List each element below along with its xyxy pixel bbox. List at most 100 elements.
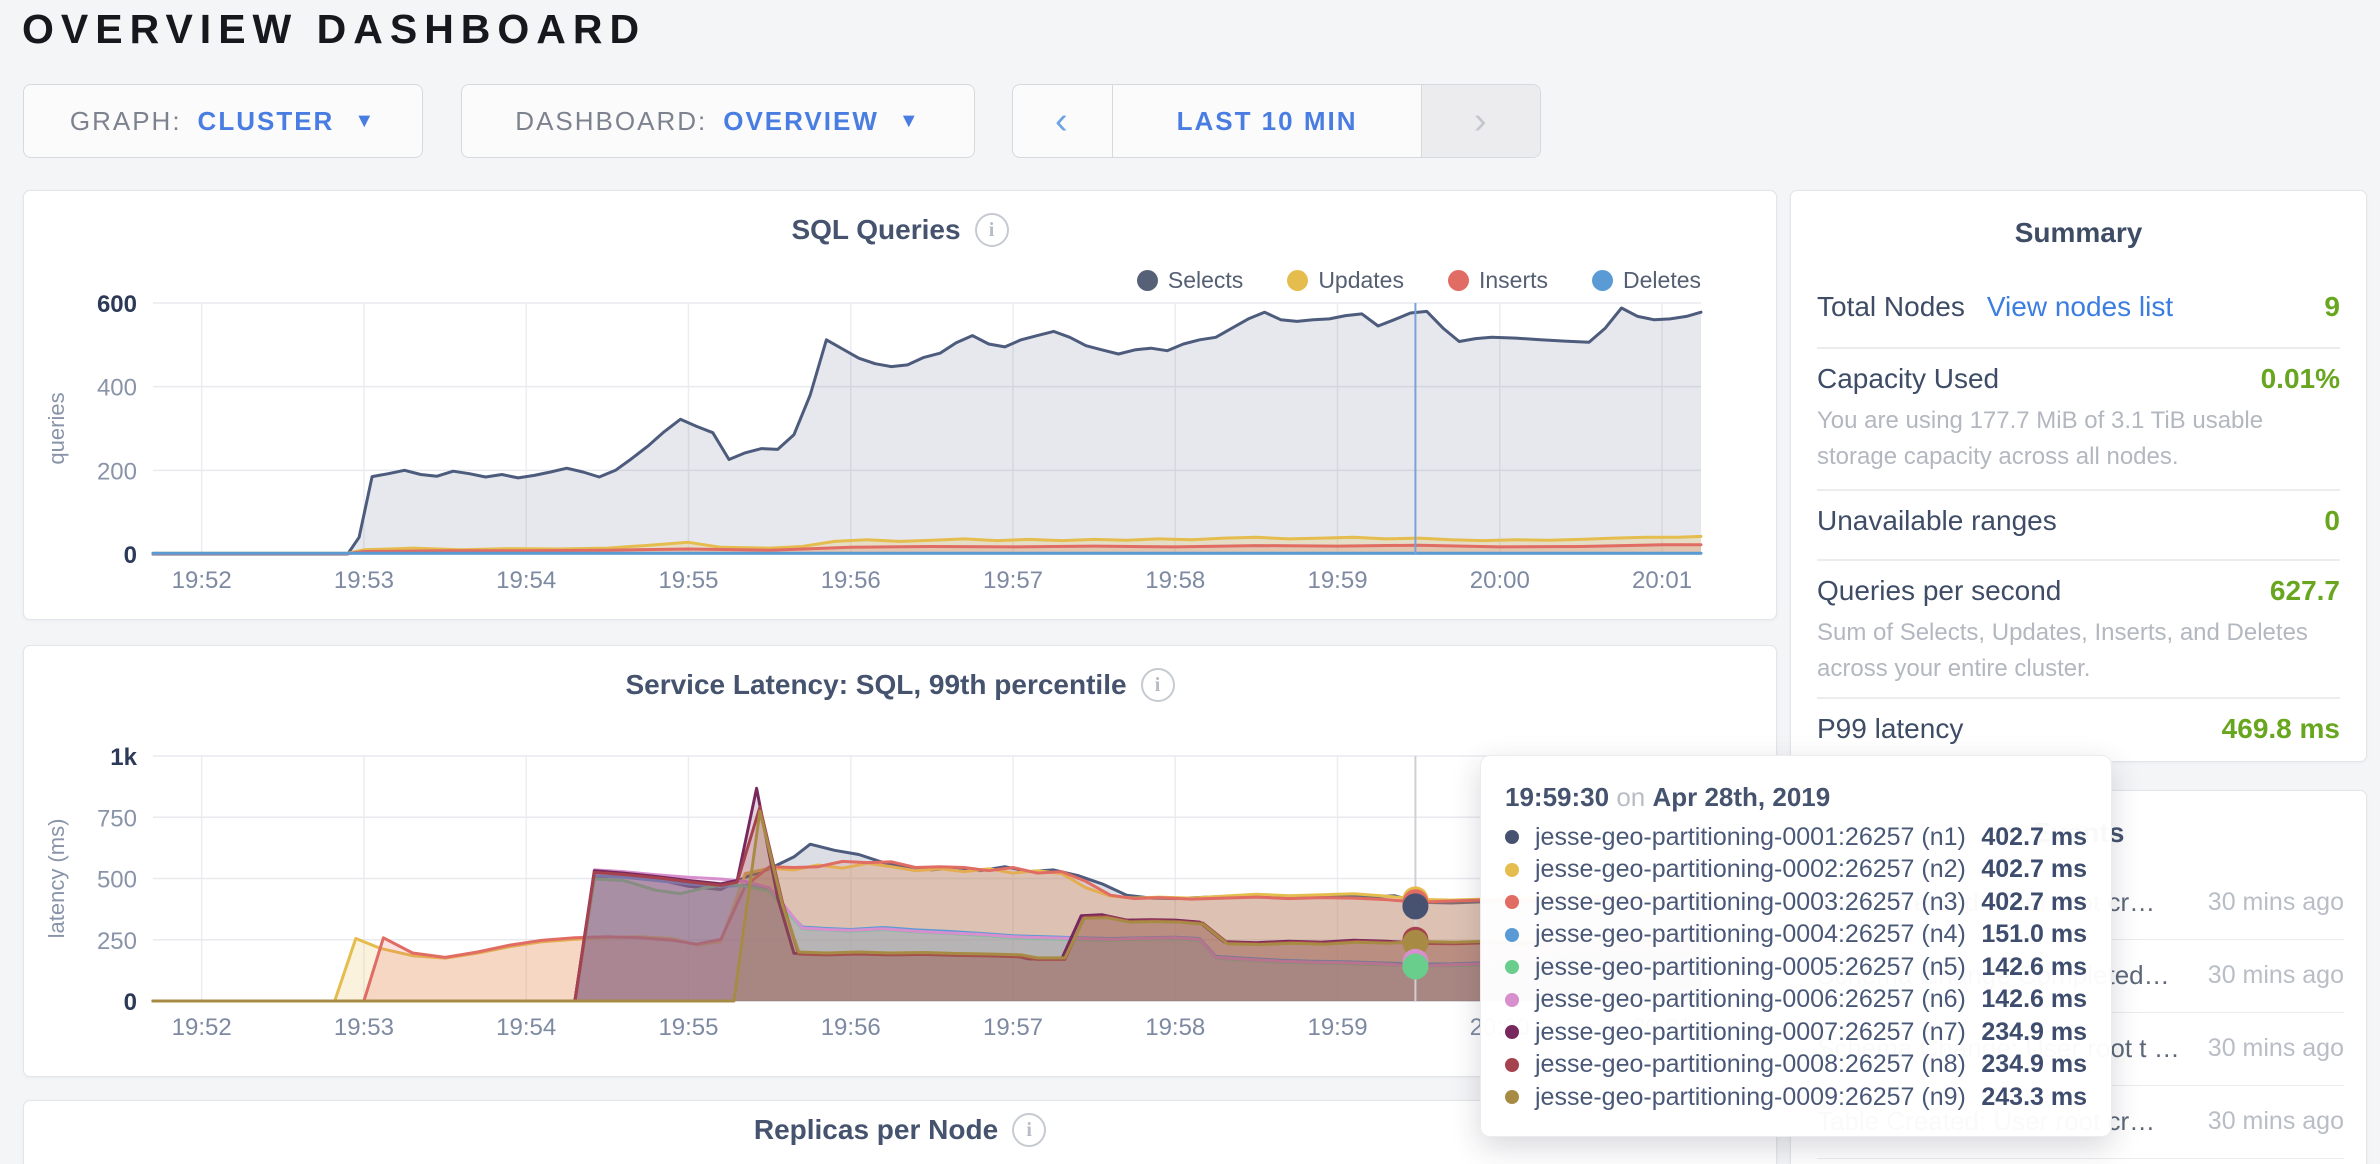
y-axis-unit-label: latency (ms)	[44, 819, 69, 939]
x-axis-tick-label: 19:56	[821, 567, 881, 594]
hover-point-dot	[1402, 929, 1429, 956]
hover-point-dot	[1402, 893, 1429, 920]
chevron-right-icon: ›	[1473, 99, 1489, 142]
y-axis-unit-label: queries	[44, 392, 69, 464]
divider	[1817, 489, 2340, 491]
x-axis-tick-label: 19:59	[1307, 1014, 1367, 1041]
graph-dropdown[interactable]: GRAPH: CLUSTER ▼	[23, 84, 423, 158]
tooltip-row: jesse-geo-partitioning-0005:26257 (n5) 1…	[1505, 951, 2087, 984]
p99-latency-label: P99 latency	[1817, 713, 1964, 744]
capacity-used-value: 0.01%	[2260, 363, 2340, 394]
page-title: OVERVIEW DASHBOARD	[22, 6, 647, 52]
y-axis-tick-label: 0	[124, 542, 137, 569]
tooltip-row: jesse-geo-partitioning-0001:26257 (n1) 4…	[1505, 821, 2087, 854]
series-area-n5	[153, 879, 1701, 1001]
sql-queries-title: SQL Queries	[791, 214, 961, 245]
x-axis-tick-label: 19:59	[1307, 567, 1367, 594]
tooltip-row: jesse-geo-partitioning-0002:26257 (n2) 4…	[1505, 854, 2087, 887]
time-range-prev-button[interactable]: ‹	[1013, 85, 1113, 157]
chevron-left-icon: ‹	[1054, 99, 1070, 142]
series-dot-icon	[1505, 927, 1519, 942]
tooltip-row: jesse-geo-partitioning-0008:26257 (n8) 2…	[1505, 1049, 2087, 1082]
service-latency-title-row: Service Latency: SQL, 99th percentile i	[24, 668, 1776, 702]
series-line-Inserts	[151, 543, 1703, 556]
series-area-n6	[153, 869, 1701, 1001]
summary-qps-row: Queries per second 627.7	[1817, 575, 2340, 607]
graph-dropdown-value: CLUSTER	[197, 105, 335, 136]
y-axis-tick-label: 400	[97, 375, 137, 402]
tooltip-row: jesse-geo-partitioning-0009:26257 (n9) 2…	[1505, 1081, 2087, 1114]
summary-capacity-row: Capacity Used 0.01%	[1817, 363, 2340, 395]
event-time: 30 mins ago	[2207, 888, 2344, 916]
total-nodes-value: 9	[2324, 291, 2340, 322]
event-time: 30 mins ago	[2207, 961, 2344, 989]
time-range-label: LAST 10 MIN	[1176, 105, 1358, 136]
tooltip-header: 19:59:30 on Apr 28th, 2019	[1505, 782, 1831, 812]
legend-item-updates[interactable]: Updates	[1287, 267, 1404, 294]
inserts-dot-icon	[1447, 270, 1469, 291]
info-icon[interactable]: i	[1140, 668, 1175, 702]
legend-item-inserts[interactable]: Inserts	[1447, 267, 1548, 294]
x-axis-tick-label: 19:52	[172, 567, 232, 594]
chevron-down-icon: ▼	[354, 109, 377, 132]
view-nodes-list-link[interactable]: View nodes list	[1986, 291, 2174, 322]
event-row: Table Created: User root cr… 30 mins ago	[1817, 1085, 2344, 1159]
event-time: 30 mins ago	[2207, 1107, 2344, 1135]
series-dot-icon	[1505, 992, 1519, 1007]
tooltip-date: Apr 28th, 2019	[1652, 782, 1831, 812]
divider	[1817, 347, 2340, 349]
legend-item-deletes[interactable]: Deletes	[1592, 267, 1701, 294]
y-axis-tick-label: 600	[97, 291, 137, 318]
x-axis-tick-label: 19:53	[334, 1014, 394, 1041]
time-range-next-button[interactable]: ›	[1421, 85, 1540, 157]
series-dot-icon	[1505, 1090, 1519, 1105]
x-axis-tick-label: 19:54	[496, 1014, 556, 1041]
divider	[1817, 697, 2340, 699]
dashboard-dropdown-value: OVERVIEW	[723, 105, 879, 136]
series-area-n9	[153, 811, 1701, 1001]
series-dot-icon	[1505, 1057, 1519, 1072]
capacity-used-desc: You are using 177.7 MiB of 3.1 TiB usabl…	[1817, 407, 2264, 470]
graph-dropdown-label: GRAPH:	[69, 105, 182, 136]
summary-panel: Summary Total Nodes View nodes list 9 Ca…	[1790, 190, 2367, 762]
x-axis-tick-label: 19:57	[983, 567, 1043, 594]
capacity-used-label: Capacity Used	[1817, 363, 2000, 394]
x-axis-tick-label: 19:53	[334, 567, 394, 594]
y-axis-tick-label: 250	[97, 928, 137, 955]
x-axis-tick-label: 19:58	[1145, 1014, 1205, 1041]
qps-label: Queries per second	[1817, 575, 2062, 606]
total-nodes-label: Total Nodes	[1817, 291, 1965, 322]
chart-hover-tooltip: 19:59:30 on Apr 28th, 2019 jesse-geo-par…	[1480, 755, 2112, 1137]
legend-item-selects[interactable]: Selects	[1136, 267, 1243, 294]
tooltip-row: jesse-geo-partitioning-0006:26257 (n6) 1…	[1505, 984, 2087, 1017]
y-axis-tick-label: 750	[97, 805, 137, 832]
x-axis-tick-label: 19:55	[658, 1014, 718, 1041]
deletes-dot-icon	[1592, 270, 1614, 291]
series-dot-icon	[1505, 895, 1519, 910]
series-area-n4	[153, 875, 1701, 1001]
series-dot-icon	[1505, 830, 1519, 845]
time-range-value-button[interactable]: LAST 10 MIN	[1113, 85, 1422, 157]
tooltip-row: jesse-geo-partitioning-0004:26257 (n4) 1…	[1505, 919, 2087, 952]
tooltip-row: jesse-geo-partitioning-0007:26257 (n7) 2…	[1505, 1016, 2087, 1049]
info-icon[interactable]: i	[1012, 1113, 1047, 1147]
updates-dot-icon	[1287, 270, 1309, 291]
tooltip-time: 19:59:30	[1505, 782, 1610, 812]
selects-dot-icon	[1136, 270, 1158, 291]
unavailable-ranges-label: Unavailable ranges	[1817, 505, 2057, 536]
series-dot-icon	[1505, 1025, 1519, 1040]
sql-queries-panel: SQL Queries i Selects Updates Inserts De…	[23, 190, 1777, 620]
chevron-down-icon: ▼	[898, 109, 921, 132]
x-axis-tick-label: 19:58	[1145, 567, 1205, 594]
dashboard-dropdown[interactable]: DASHBOARD: OVERVIEW ▼	[461, 84, 975, 158]
hover-point-dot	[1402, 953, 1429, 980]
tooltip-rows: jesse-geo-partitioning-0001:26257 (n1) 4…	[1505, 821, 2087, 1114]
series-area-Selects	[153, 308, 1701, 554]
sql-queries-chart[interactable]: 19:52 19:53 19:54 19:55 19:56 19:57 19:58 19:59…	[24, 191, 1776, 619]
time-range-selector: ‹ LAST 10 MIN ›	[1012, 84, 1541, 158]
x-axis-tick-label: 20:01	[1632, 567, 1692, 594]
divider	[1817, 559, 2340, 561]
x-axis-tick-label: 20:00	[1470, 567, 1530, 594]
service-latency-title: Service Latency: SQL, 99th percentile	[625, 669, 1127, 700]
info-icon[interactable]: i	[974, 213, 1009, 247]
